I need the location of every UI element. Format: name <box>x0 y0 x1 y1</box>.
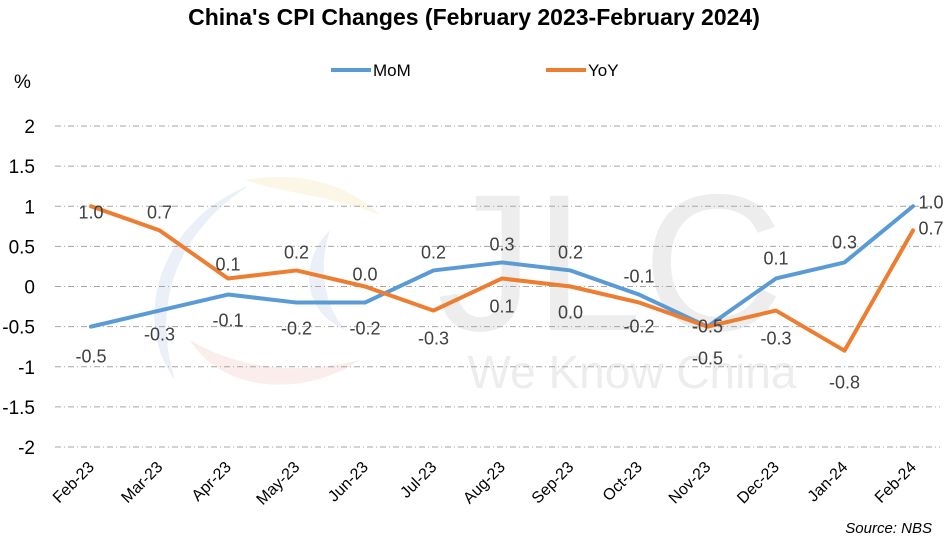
x-tick-label: Sep-23 <box>529 459 578 508</box>
data-label-mom: 0.3 <box>832 232 857 252</box>
series-line-yoy <box>89 204 915 353</box>
data-labels: -0.5 -0.3 -0.1 -0.2 -0.2 0.2 0.3 0.2 -0.1 -0.5 0.1… <box>75 192 943 392</box>
y-tick-labels: 2 1.5 1 0.5 0 -0.5 -1 -1.5 -2 <box>2 117 35 459</box>
x-tick-label: Feb-23 <box>50 459 98 507</box>
watermark-tagline: We Know China <box>468 346 797 398</box>
x-tick-label: Jul-23 <box>397 459 440 502</box>
watermark-swoosh-red <box>190 340 360 385</box>
data-label-yoy: 0.7 <box>918 218 943 238</box>
y-tick-label: 1.5 <box>9 157 35 178</box>
x-tick-label: Nov-23 <box>666 459 715 508</box>
x-tick-label: May-23 <box>254 459 304 509</box>
y-axis-label: % <box>14 72 31 93</box>
chart-title: China's CPI Changes (February 2023-Febru… <box>188 4 760 30</box>
data-label-yoy: 0.1 <box>489 296 514 316</box>
data-label-yoy: 0.7 <box>147 202 172 222</box>
data-label-mom: -0.3 <box>144 325 175 345</box>
data-label-yoy: 0.2 <box>284 242 309 262</box>
data-label-yoy: -0.3 <box>418 329 449 349</box>
y-tick-label: 0 <box>24 278 35 299</box>
data-label-mom: -0.1 <box>623 267 654 287</box>
data-label-mom: 1.0 <box>918 192 943 212</box>
data-label-mom: 0.2 <box>558 242 583 262</box>
data-label-yoy: -0.2 <box>623 317 654 337</box>
data-label-yoy: 0.0 <box>558 303 583 323</box>
y-tick-label: -1 <box>18 358 35 379</box>
watermark-swoosh-yellow <box>245 176 380 215</box>
watermark-swoosh-blue-2 <box>309 230 345 330</box>
data-label-mom: -0.1 <box>212 311 243 331</box>
source-note: Source: NBS <box>845 520 932 537</box>
y-tick-label: -0.5 <box>2 318 35 339</box>
y-tick-label: -2 <box>18 438 35 459</box>
y-tick-label: 0.5 <box>9 237 35 258</box>
watermark-swoosh-blue <box>154 185 250 380</box>
series-line-mom <box>89 204 915 329</box>
y-tick-label: 2 <box>24 117 35 138</box>
data-label-yoy: -0.3 <box>760 329 791 349</box>
legend: MoM YoY <box>331 61 619 80</box>
legend-label-mom: MoM <box>373 61 411 80</box>
data-label-mom: 0.1 <box>763 248 788 268</box>
data-label-mom: -0.5 <box>75 347 106 367</box>
data-label-mom: -0.2 <box>349 319 380 339</box>
data-label-mom: 0.3 <box>489 234 514 254</box>
gridlines <box>55 125 940 448</box>
data-label-yoy: -0.8 <box>829 373 860 393</box>
data-label-mom: -0.2 <box>281 319 312 339</box>
x-tick-labels: Feb-23 Mar-23 Apr-23 May-23 Jun-23 Jul-23 Aug-… <box>50 459 920 509</box>
x-tick-label: Dec-23 <box>734 459 783 508</box>
y-tick-label: -1.5 <box>2 398 35 419</box>
x-tick-label: Jun-23 <box>325 459 372 506</box>
x-tick-label: Oct-23 <box>600 459 646 505</box>
x-tick-label: Feb-24 <box>872 459 920 507</box>
data-label-mom: -0.5 <box>692 349 723 369</box>
series-lines <box>89 204 915 353</box>
data-label-yoy: 0.0 <box>352 265 377 285</box>
y-tick-label: 1 <box>24 197 35 218</box>
data-label-yoy: -0.5 <box>692 317 723 337</box>
x-tick-label: Apr-23 <box>189 459 235 505</box>
data-label-yoy: 1.0 <box>78 202 103 222</box>
x-tick-label: Aug-23 <box>460 459 509 508</box>
x-tick-label: Jan-24 <box>805 459 852 506</box>
legend-label-yoy: YoY <box>588 61 619 80</box>
data-label-yoy: 0.1 <box>215 254 240 274</box>
data-label-mom: 0.2 <box>421 242 446 262</box>
x-tick-label: Mar-23 <box>118 459 166 507</box>
